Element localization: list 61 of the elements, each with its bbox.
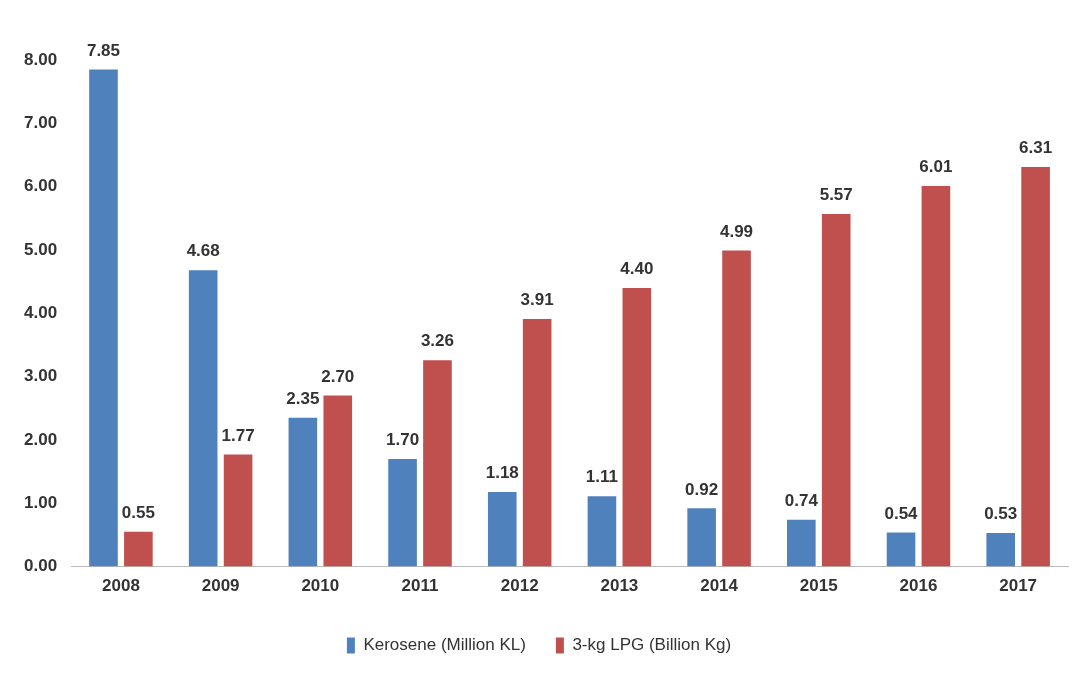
x-tick-label: 2008: [102, 576, 140, 596]
data-label: 2.70: [321, 366, 355, 386]
bar: [622, 287, 652, 567]
y-tick-label: 4.00: [23, 302, 58, 322]
bar: [886, 532, 916, 567]
bar: [124, 531, 153, 567]
bar: [288, 417, 318, 567]
bar: [787, 519, 816, 567]
legend-label: Kerosene (Million KL): [363, 635, 526, 655]
y-tick-label: 6.00: [23, 176, 58, 196]
data-label: 1.11: [585, 467, 619, 487]
data-label: 0.92: [685, 479, 719, 499]
bar: [487, 491, 517, 567]
data-label: 0.74: [784, 490, 819, 510]
bar: [89, 69, 118, 567]
data-label: 0.53: [984, 504, 1018, 524]
data-label: 4.40: [620, 259, 654, 279]
legend-label: 3-kg LPG (Billion Kg): [572, 635, 732, 655]
x-tick-label: 2017: [999, 576, 1038, 596]
bar: [921, 186, 951, 567]
data-label: 3.91: [520, 290, 554, 310]
y-tick-label: 2.00: [23, 429, 58, 449]
data-label: 0.54: [884, 503, 919, 523]
x-tick-label: 2016: [899, 576, 938, 596]
data-label: 0.55: [121, 502, 155, 522]
x-tick-label: 2015: [799, 576, 838, 596]
y-tick-label: 0.00: [23, 556, 58, 576]
data-label: 4.68: [186, 241, 220, 261]
x-tick-label: 2014: [700, 576, 739, 596]
data-label: 5.57: [819, 185, 853, 205]
x-tick-label: 2010: [301, 576, 340, 596]
bar: [986, 533, 1016, 567]
bar: [188, 270, 218, 567]
y-tick-label: 8.00: [23, 49, 58, 69]
x-tick-label: 2012: [500, 576, 539, 596]
data-label: 1.70: [386, 430, 420, 450]
bar: [323, 395, 353, 567]
bar: [388, 458, 417, 567]
data-label: 6.31: [1019, 138, 1053, 158]
bar: [1021, 167, 1050, 567]
y-tick-label: 5.00: [23, 239, 58, 259]
y-tick-label: 1.00: [23, 492, 58, 512]
bar: [687, 508, 716, 567]
data-label: 6.01: [919, 157, 953, 177]
x-tick-label: 2009: [201, 576, 240, 596]
bar: [821, 213, 851, 567]
y-tick-label: 3.00: [23, 366, 58, 386]
x-tick-label: 2013: [600, 576, 639, 596]
bar: [722, 250, 751, 567]
data-label: 2.35: [286, 388, 320, 408]
data-label: 7.85: [86, 40, 121, 60]
data-label: 3.26: [420, 331, 454, 351]
bar: [522, 319, 552, 567]
bar: [423, 360, 452, 567]
data-label: 1.18: [485, 463, 519, 483]
x-tick-label: 2011: [401, 576, 439, 596]
data-label: 4.99: [719, 221, 754, 241]
bar: [223, 454, 253, 567]
bar: [587, 496, 617, 567]
y-tick-label: 7.00: [23, 113, 58, 133]
data-label: 1.77: [221, 425, 255, 445]
